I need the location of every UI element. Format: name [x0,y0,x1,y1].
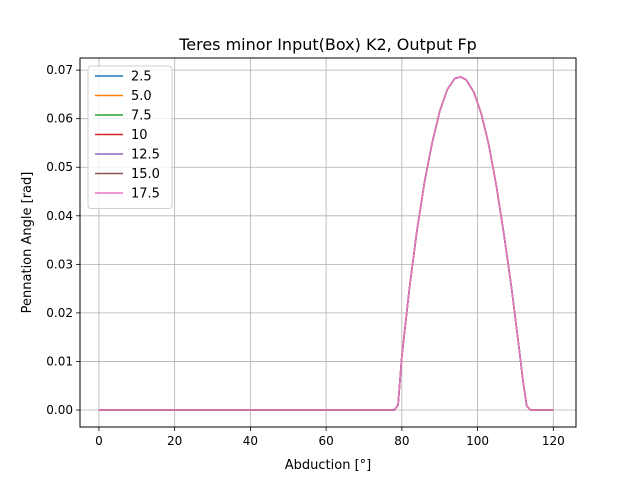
x-tick-label: 40 [243,434,258,448]
legend-label: 7.5 [131,109,152,124]
x-tick-label: 80 [394,434,409,448]
axis-ticks: 0 20 40 60 80 100 120 0.00 0.01 0.02 0.03 0.04 0.05 0… [46,63,564,448]
legend-label: 5.0 [131,89,152,104]
plot-frame [79,57,577,428]
y-axis-label: Pennation Angle [rad] [20,172,35,314]
y-tick-label: 0.07 [46,63,73,77]
legend-label: 17.5 [131,187,160,202]
x-tick-label: 60 [318,434,333,448]
series-line-7 [98,76,554,411]
series-lines [98,76,554,411]
y-tick-label: 0.05 [46,160,73,174]
y-tick-label: 0.01 [46,354,73,368]
y-tick-label: 0.06 [46,112,73,126]
y-tick-label: 0.02 [46,306,73,320]
y-tick-label: 0.03 [46,257,73,271]
chart-title: Teres minor Input(Box) K2, Output Fp [178,35,477,54]
x-tick-label: 20 [167,434,182,448]
y-tick-label: 0.00 [46,403,73,417]
x-tick-label: 0 [95,434,103,448]
x-tick-label: 100 [466,434,489,448]
legend-label: 15.0 [131,167,160,182]
legend: 2.5 5.0 7.5 10 12.5 15.0 17.5 [87,65,173,209]
x-axis-label: Abduction [°] [285,458,371,473]
legend-label: 12.5 [131,148,160,163]
legend-label: 10 [131,128,148,143]
legend-label: 2.5 [131,70,152,85]
x-tick-label: 120 [542,434,565,448]
y-tick-label: 0.04 [46,209,73,223]
